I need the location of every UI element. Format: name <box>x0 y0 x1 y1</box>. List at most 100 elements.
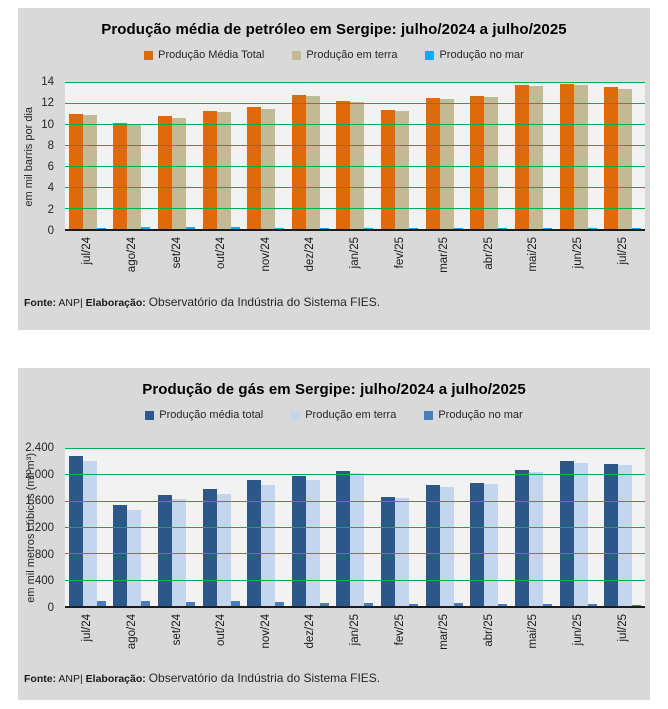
oil-gridline-10 <box>65 124 645 125</box>
oil-bar-mar-jul/25 <box>632 227 642 229</box>
gas-bar-total-ago/24 <box>113 505 128 606</box>
gas-bar-group-set/24 <box>154 448 199 606</box>
oil-gridline-12 <box>65 103 645 104</box>
oil-bar-mar-jan/25 <box>364 227 374 229</box>
gas-x-label-cell: out/24 <box>199 614 244 672</box>
gas-x-label-cell: nov/24 <box>243 614 288 672</box>
gas-legend-item-total: Produção média total <box>145 409 263 421</box>
oil-x-label-jan/25: jan/25 <box>348 237 361 269</box>
oil-chart-legend: Produção Média Total Produção em terra Pro… <box>18 49 650 61</box>
oil-x-label-cell: fev/25 <box>377 237 422 295</box>
gas-x-label-cell: mai/25 <box>511 614 556 672</box>
oil-x-label-cell: nov/24 <box>243 237 288 295</box>
gas-bar-terra-nov/24 <box>261 484 276 606</box>
oil-bar-total-jan/25 <box>336 101 351 229</box>
oil-bar-terra-jul/25 <box>618 88 633 229</box>
oil-x-axis-labels: jul/24 ago/24 set/24 out/24 nov/24 dez/24 jan/… <box>65 237 645 295</box>
oil-x-label-mar/25: mar/25 <box>438 237 451 273</box>
gas-gridline-800 <box>65 553 645 555</box>
fonte-text: ANP| <box>58 673 83 685</box>
oil-x-label-ago/24: ago/24 <box>125 237 138 273</box>
oil-legend-swatch-mar <box>425 50 435 60</box>
gas-y-axis-ticks: 2.400 2.000 1.600 1.200 800 400 0 <box>19 442 59 614</box>
oil-bar-group-mar/25 <box>422 82 467 229</box>
gas-bar-group-dez/24 <box>288 448 333 606</box>
gas-x-label-cell: jun/25 <box>556 614 601 672</box>
oil-x-label-cell: set/24 <box>154 237 199 295</box>
oil-gridline-8 <box>65 145 645 147</box>
gas-legend-item-mar: Produção no mar <box>424 409 523 421</box>
oil-bar-mar-nov/24 <box>275 227 285 229</box>
gas-bar-total-jul/24 <box>68 456 83 606</box>
gas-x-axis-labels: jul/24 ago/24 set/24 out/24 nov/24 dez/24 jan/… <box>65 614 645 672</box>
oil-plot-wrap: 14 12 10 8 6 4 2 0 <box>41 76 645 237</box>
gas-gridline-2400 <box>65 448 645 449</box>
gas-x-label-mai/25: mai/25 <box>527 614 540 649</box>
oil-legend-swatch-terra <box>292 50 302 60</box>
gas-x-label-cell: fev/25 <box>377 614 422 672</box>
gas-bar-mar-ago/24 <box>141 601 151 606</box>
gas-bar-total-fev/25 <box>381 496 396 606</box>
oil-y-tick-2: 2 <box>47 203 54 216</box>
oil-bar-group-ago/24 <box>110 82 155 229</box>
gas-bar-total-dez/24 <box>291 476 306 606</box>
gas-legend-swatch-mar <box>424 410 434 420</box>
oil-bar-total-jun/25 <box>559 84 574 229</box>
gas-legend-item-terra: Produção em terra <box>291 409 396 421</box>
gas-x-label-jan/25: jan/25 <box>348 614 361 646</box>
oil-legend-item-mar: Produção no mar <box>425 49 524 61</box>
oil-y-tick-4: 4 <box>47 182 54 195</box>
gas-bar-group-nov/24 <box>243 448 288 606</box>
gas-bar-mar-jun/25 <box>587 604 597 606</box>
gas-bar-group-jul/24 <box>65 448 110 606</box>
gas-bar-mar-dez/24 <box>319 602 329 606</box>
oil-bar-terra-jul/24 <box>82 115 97 229</box>
gas-chart-card: Produção de gás em Sergipe: julho/2024 a… <box>18 368 650 700</box>
oil-chart-card: Produção média de petróleo em Sergipe: j… <box>18 8 650 330</box>
oil-x-label-mai/25: mai/25 <box>527 237 540 272</box>
gas-bar-group-mar/25 <box>422 448 467 606</box>
gas-x-label-set/24: set/24 <box>170 614 183 646</box>
gas-y-tick-400: 400 <box>34 575 54 588</box>
oil-bar-terra-jun/25 <box>573 85 588 229</box>
oil-legend-item-terra: Produção em terra <box>292 49 397 61</box>
gas-bar-mar-mar/25 <box>453 602 463 606</box>
gas-gridline-2000 <box>65 474 645 476</box>
oil-source-note: Fonte: ANP| Elaboração: Observatório da … <box>24 295 380 309</box>
gas-gridline-1600 <box>65 500 645 502</box>
oil-legend-swatch-total <box>144 50 154 60</box>
gas-bar-group-jan/25 <box>333 448 378 606</box>
oil-bar-total-out/24 <box>202 110 217 229</box>
oil-x-label-cell: out/24 <box>199 237 244 295</box>
oil-x-label-cell: abr/25 <box>466 237 511 295</box>
oil-bar-mar-ago/24 <box>141 226 151 229</box>
gas-x-label-out/24: out/24 <box>215 614 228 646</box>
oil-bar-total-abr/25 <box>470 96 485 229</box>
oil-bar-group-jul/25 <box>600 82 645 229</box>
gas-plot-area <box>65 448 645 608</box>
fonte-label: Fonte: <box>24 297 57 309</box>
gas-x-label-ago/24: ago/24 <box>125 614 138 650</box>
gas-x-label-cell: jul/25 <box>600 614 645 672</box>
oil-bar-group-jun/25 <box>556 82 601 229</box>
oil-y-axis-ticks: 14 12 10 8 6 4 2 0 <box>19 76 59 237</box>
oil-bar-total-dez/24 <box>291 94 306 229</box>
oil-x-label-cell: dez/24 <box>288 237 333 295</box>
gas-gridline-1200 <box>65 527 645 528</box>
gas-y-tick-2.000: 2.000 <box>25 468 54 481</box>
oil-bar-groups <box>65 82 645 229</box>
oil-bar-total-mai/25 <box>514 85 529 229</box>
oil-bar-total-jul/25 <box>604 87 619 229</box>
gas-bar-total-mar/25 <box>425 485 440 606</box>
gas-bar-total-out/24 <box>202 489 217 606</box>
oil-x-label-cell: jul/24 <box>65 237 110 295</box>
gas-bar-groups <box>65 448 645 606</box>
oil-x-label-jun/25: jun/25 <box>572 237 584 269</box>
gas-legend-label-mar: Produção no mar <box>438 409 523 421</box>
oil-gridline-2 <box>65 208 645 210</box>
oil-bar-group-jul/24 <box>65 82 110 229</box>
gas-bar-terra-ago/24 <box>127 510 142 606</box>
gas-legend-swatch-terra <box>291 410 301 420</box>
oil-bar-terra-set/24 <box>172 118 187 229</box>
elaboracao-text: Observatório da Indústria do Sistema FIE… <box>148 295 381 309</box>
